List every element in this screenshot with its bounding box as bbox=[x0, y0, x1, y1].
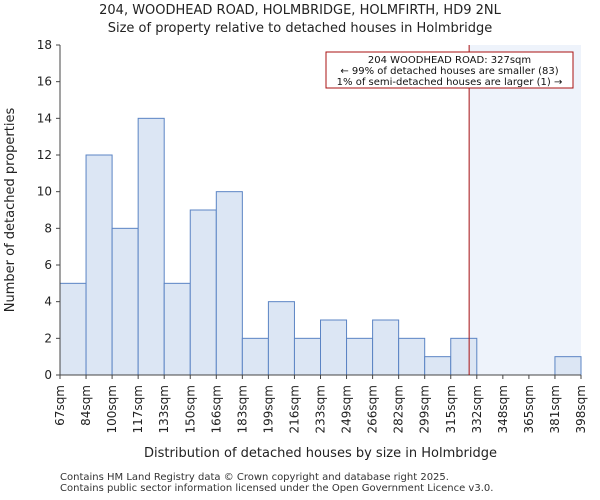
histogram-bar bbox=[372, 319, 400, 376]
histogram-bar bbox=[137, 117, 165, 376]
y-tick-label: 8 bbox=[44, 221, 52, 235]
x-tick-label: 166sqm bbox=[209, 385, 223, 433]
histogram-bar bbox=[450, 337, 478, 376]
x-tick-label: 67sqm bbox=[53, 385, 67, 426]
y-tick-label: 4 bbox=[44, 295, 52, 309]
annotation-text-line: 1% of semi-detached houses are larger (1… bbox=[337, 77, 563, 88]
x-tick-label: 332sqm bbox=[470, 385, 484, 433]
x-axis-title: Distribution of detached houses by size … bbox=[144, 446, 497, 461]
histogram-bar bbox=[293, 337, 322, 376]
histogram-bar bbox=[85, 154, 113, 376]
x-tick-label: 183sqm bbox=[235, 385, 249, 433]
annotation-text-line: ← 99% of detached houses are smaller (83… bbox=[340, 66, 558, 77]
y-tick-label: 6 bbox=[44, 258, 52, 272]
footer-line-1: Contains HM Land Registry data © Crown c… bbox=[60, 472, 449, 483]
x-tick-label: 315sqm bbox=[444, 385, 458, 433]
x-tick-label: 117sqm bbox=[131, 385, 145, 433]
histogram-bar bbox=[554, 356, 582, 376]
x-tick-label: 398sqm bbox=[574, 385, 588, 433]
x-tick-label: 84sqm bbox=[79, 385, 93, 426]
histogram-bar bbox=[111, 227, 139, 376]
histogram-bar bbox=[189, 209, 217, 376]
footer-line-2: Contains public sector information licen… bbox=[60, 483, 494, 494]
x-tick-label: 348sqm bbox=[496, 385, 510, 433]
histogram-bar bbox=[398, 337, 426, 376]
x-tick-label: 233sqm bbox=[314, 385, 328, 433]
footer-attribution: Contains HM Land Registry data © Crown c… bbox=[60, 472, 493, 494]
y-tick-label: 18 bbox=[37, 38, 52, 52]
annotation-box bbox=[325, 51, 574, 89]
histogram-bar bbox=[59, 282, 87, 376]
histogram-bar bbox=[424, 356, 452, 376]
y-tick-label: 2 bbox=[44, 331, 52, 345]
larger-region-shade bbox=[469, 45, 581, 375]
x-tick-label: 266sqm bbox=[366, 385, 380, 433]
y-tick-label: 14 bbox=[37, 111, 52, 125]
x-tick-label: 381sqm bbox=[548, 385, 562, 433]
chart-title-block: 204, WOODHEAD ROAD, HOLMBRIDGE, HOLMFIRT… bbox=[0, 2, 600, 38]
chart-title: 204, WOODHEAD ROAD, HOLMBRIDGE, HOLMFIRT… bbox=[99, 3, 501, 18]
annotation-text-line: 204 WOODHEAD ROAD: 327sqm bbox=[368, 55, 531, 66]
y-axis-title: Number of detached properties bbox=[3, 108, 18, 313]
x-tick-label: 100sqm bbox=[105, 385, 119, 433]
y-tick-label: 10 bbox=[37, 185, 52, 199]
histogram-bar bbox=[241, 337, 269, 376]
x-tick-label: 299sqm bbox=[418, 385, 432, 433]
histogram-bar bbox=[267, 301, 295, 376]
x-tick-label: 150sqm bbox=[183, 385, 197, 433]
y-tick-label: 16 bbox=[37, 75, 52, 89]
histogram-bar bbox=[163, 282, 191, 376]
histogram-bar bbox=[215, 191, 243, 376]
histogram-bar bbox=[346, 337, 374, 376]
x-tick-label: 133sqm bbox=[157, 385, 171, 433]
x-tick-label: 199sqm bbox=[261, 385, 275, 433]
y-tick-label: 12 bbox=[37, 148, 52, 162]
x-tick-label: 216sqm bbox=[287, 385, 301, 433]
x-tick-label: 282sqm bbox=[392, 385, 406, 433]
x-tick-label: 365sqm bbox=[522, 385, 536, 433]
y-tick-label: 0 bbox=[44, 368, 52, 382]
x-tick-label: 249sqm bbox=[340, 385, 354, 433]
histogram-bar bbox=[320, 319, 348, 376]
chart-subtitle: Size of property relative to detached ho… bbox=[107, 21, 493, 36]
